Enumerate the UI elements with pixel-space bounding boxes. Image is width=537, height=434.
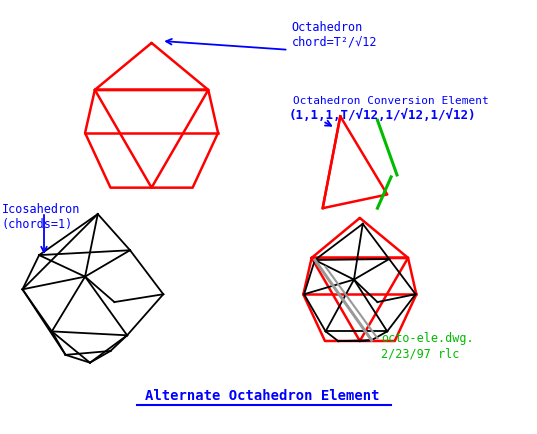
Text: Octahedron
chord=T²/√12: Octahedron chord=T²/√12 [292, 21, 377, 49]
Text: Icosahedron
(chords=1): Icosahedron (chords=1) [2, 203, 81, 231]
Text: Octahedron Conversion Element: Octahedron Conversion Element [293, 95, 489, 105]
Text: Alternate Octahedron Element: Alternate Octahedron Element [145, 388, 379, 402]
Text: (1,1,1,T/√12,1/√12,1/√12): (1,1,1,T/√12,1/√12,1/√12) [288, 109, 476, 122]
Text: octo-ele.dwg.
2/23/97 rlc: octo-ele.dwg. 2/23/97 rlc [381, 332, 474, 359]
